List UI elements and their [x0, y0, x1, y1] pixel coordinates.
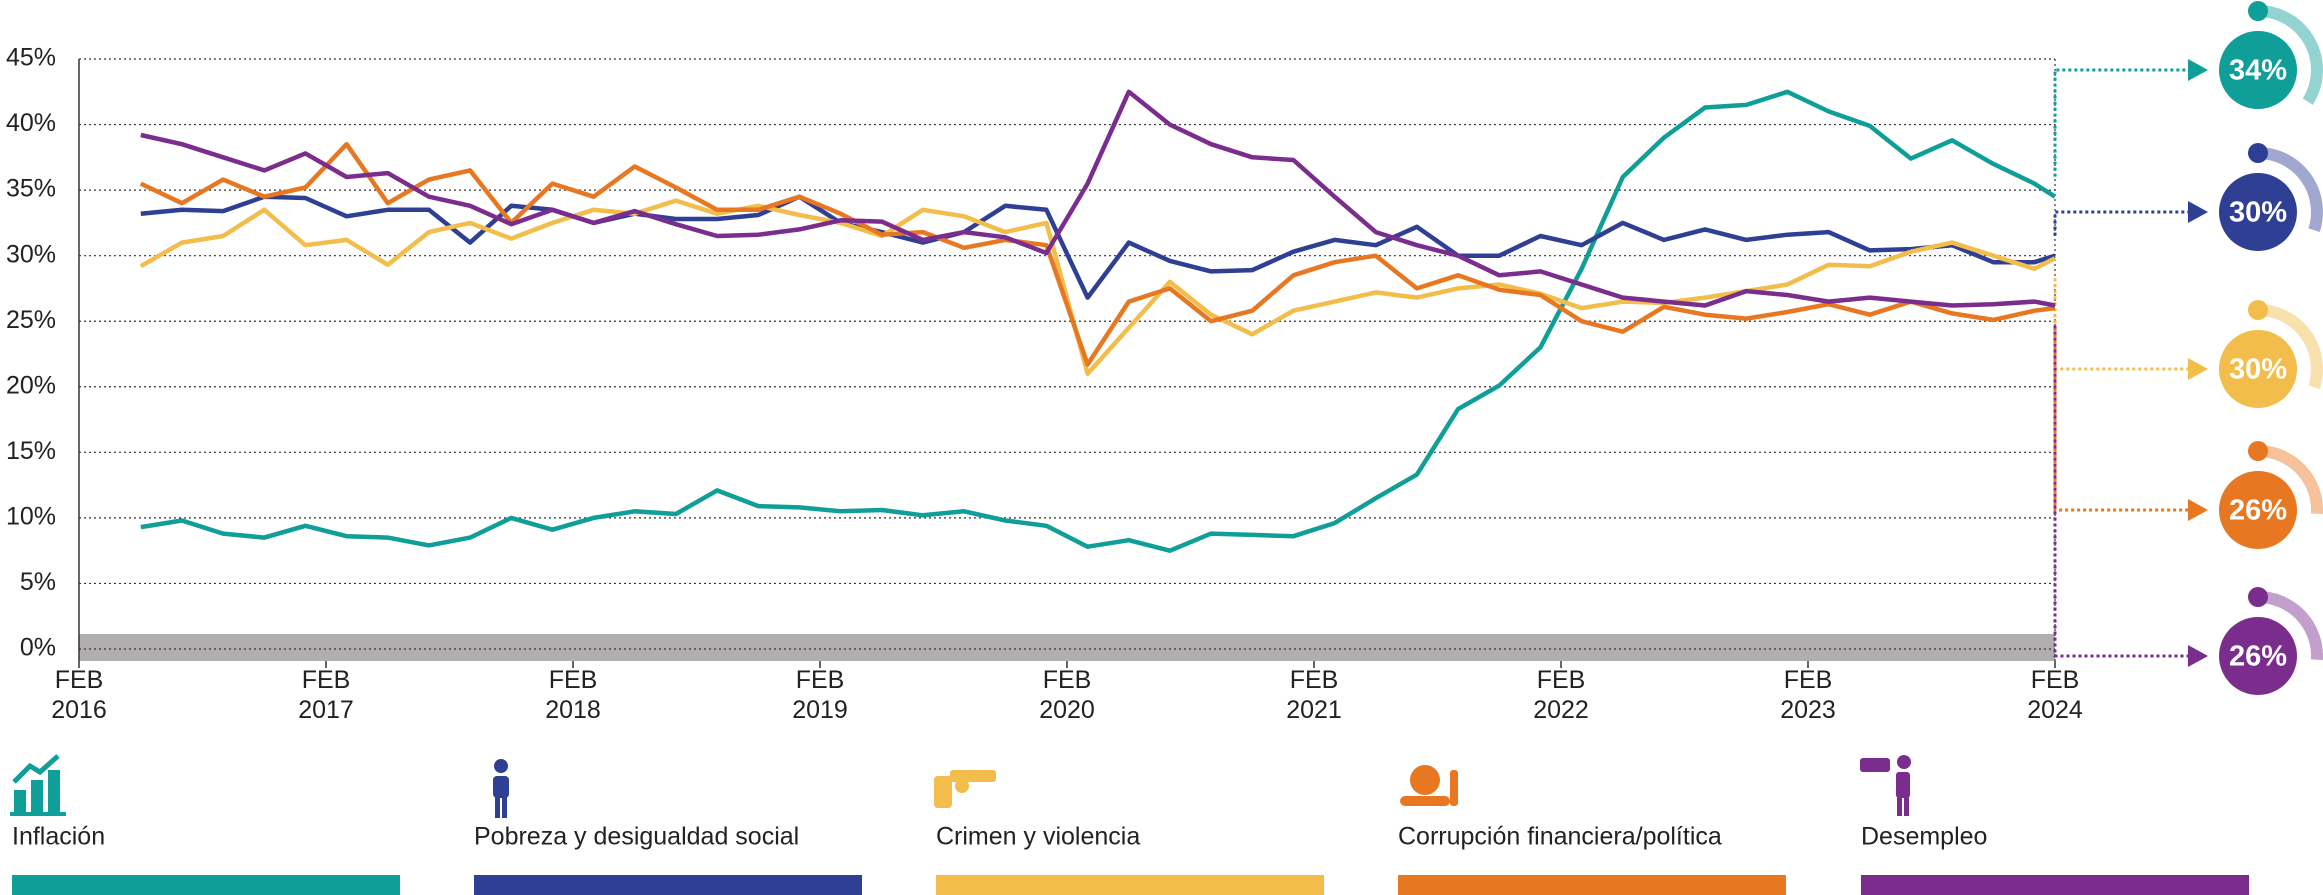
axis-band	[79, 634, 2055, 661]
badge-arc	[2257, 5, 2323, 105]
x-tick-label: FEB 2018	[545, 666, 601, 724]
x-tick-label: FEB 2023	[1780, 666, 1836, 724]
legend-bar	[1861, 875, 2249, 895]
badge-arc	[2257, 147, 2323, 233]
legend-bar	[12, 875, 400, 895]
legend-bar	[474, 875, 862, 895]
y-tick-label: 10%	[6, 502, 56, 530]
icon-crime	[934, 770, 996, 808]
connector	[2053, 325, 2190, 658]
badge-arc	[2257, 445, 2323, 515]
badge-dot	[2248, 1, 2268, 21]
y-tick-label: 20%	[6, 371, 56, 399]
connector-arrow	[2188, 59, 2208, 81]
connector	[2053, 328, 2190, 512]
y-tick-label: 5%	[20, 568, 56, 596]
connector	[2053, 210, 2190, 236]
series-line	[140, 194, 2056, 300]
x-tick-label: FEB 2022	[1533, 666, 1589, 724]
connector-arrow	[2188, 358, 2208, 380]
connector-arrow	[2188, 645, 2208, 667]
legend-label: Corrupción financiera/política	[1398, 823, 1722, 851]
connector	[2053, 278, 2190, 371]
badge	[2219, 31, 2297, 109]
legend-bar	[936, 875, 1324, 895]
connector-arrow	[2188, 499, 2208, 521]
x-tick-label: FEB 2016	[51, 666, 107, 724]
y-tick-label: 30%	[6, 240, 56, 268]
icon-unemployment	[1860, 755, 1911, 816]
legend-bar	[1398, 875, 1786, 895]
y-tick-label: 25%	[6, 306, 56, 334]
series-line	[139, 141, 2056, 367]
badge-dot	[2248, 587, 2268, 607]
icon-inflation	[10, 754, 66, 816]
y-tick-label: 0%	[20, 634, 56, 662]
legend-label: Crimen y violencia	[936, 823, 1140, 851]
x-tick-label: FEB 2021	[1286, 666, 1342, 724]
badge-label: 34%	[2229, 55, 2287, 87]
legend-icons	[10, 754, 1911, 818]
legend-label: Desempleo	[1861, 823, 1987, 851]
x-tick-label: FEB 2020	[1039, 666, 1095, 724]
icon-poverty	[493, 759, 509, 818]
badge	[2219, 617, 2297, 695]
y-tick-label: 40%	[6, 109, 56, 137]
badge-arc	[2257, 304, 2323, 390]
x-tick-label: FEB 2019	[792, 666, 848, 724]
series-line	[140, 89, 2056, 308]
badge-arc	[2257, 591, 2323, 661]
badge-dot	[2248, 143, 2268, 163]
y-tick-label: 45%	[6, 44, 56, 72]
legend-label: Inflación	[12, 823, 105, 851]
badge-label: 30%	[2229, 354, 2287, 386]
badge-dot	[2248, 441, 2268, 461]
connector-arrow	[2188, 201, 2208, 223]
badge	[2219, 173, 2297, 251]
y-tick-label: 15%	[6, 437, 56, 465]
x-tick-label: FEB 2017	[298, 666, 354, 724]
legend-label: Pobreza y desigualdad social	[474, 823, 799, 851]
connector	[2053, 68, 2190, 177]
badge-dot	[2248, 300, 2268, 320]
icon-corruption	[1400, 765, 1458, 806]
series-line	[140, 89, 2057, 553]
badge-label: 26%	[2229, 495, 2287, 527]
badge-label: 26%	[2229, 641, 2287, 673]
badge	[2219, 330, 2297, 408]
x-tick-label: FEB 2024	[2027, 666, 2083, 724]
badge-label: 30%	[2229, 197, 2287, 229]
y-tick-label: 35%	[6, 175, 56, 203]
badge	[2219, 471, 2297, 549]
